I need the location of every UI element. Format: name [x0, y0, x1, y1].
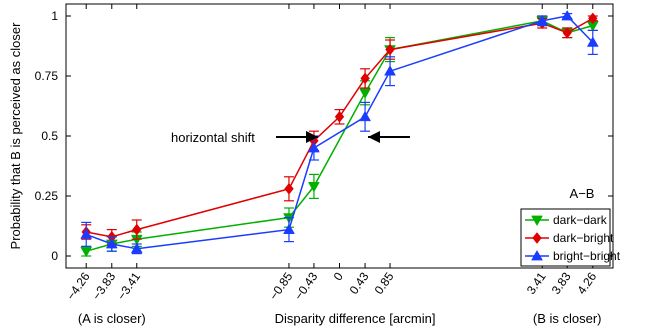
x-tick-label: 3.41	[524, 269, 549, 296]
y-tick-label: 0.75	[35, 69, 59, 83]
group-label: (B is closer)	[533, 311, 602, 326]
y-tick-label: 0	[51, 249, 58, 263]
x-tick-label: 3.83	[549, 269, 574, 296]
x-tick-label: −3.41	[114, 269, 143, 302]
legend-marker	[532, 232, 542, 244]
x-tick-label: −0.43	[292, 269, 321, 302]
data-point	[80, 246, 93, 258]
legend-marker	[531, 249, 543, 261]
data-point	[359, 110, 372, 122]
data-point	[536, 14, 549, 26]
group-label: (A is closer)	[78, 311, 146, 326]
y-tick-label: 0.5	[41, 129, 58, 143]
y-tick-label: 0.25	[35, 189, 59, 203]
data-point	[307, 182, 320, 193]
legend-label: dark−bright	[553, 231, 614, 245]
legend-marker	[531, 215, 543, 227]
data-point	[562, 26, 572, 39]
annotation: horizontal shift	[171, 130, 410, 145]
data-point	[307, 141, 320, 153]
legend-label: dark−dark	[553, 213, 608, 227]
annotation-text: horizontal shift	[171, 130, 255, 145]
series-line-2	[85, 15, 594, 250]
data-point	[334, 110, 345, 123]
data-point	[105, 237, 118, 249]
legend-label: bright−bright	[553, 249, 621, 263]
annotation-arrowhead-right	[368, 131, 380, 143]
data-point	[132, 223, 142, 236]
legend: A−B dark−dark dark−bright bright−bright	[520, 186, 621, 267]
data-point	[384, 65, 396, 76]
legend-title: A−B	[570, 186, 595, 201]
y-axis-label: Probability that B is perceived as close…	[8, 22, 23, 250]
x-tick-label: −0.85	[267, 269, 296, 302]
x-tick-label: 0.43	[347, 269, 372, 296]
series-line-0	[85, 20, 594, 252]
data-point	[360, 72, 370, 85]
x-axis-label: Disparity difference [arcmin]	[275, 311, 436, 326]
data-point	[359, 88, 372, 99]
data-point	[80, 228, 93, 239]
x-tick-label: 0.85	[372, 269, 397, 296]
data-point	[561, 9, 574, 21]
data-point	[586, 36, 599, 47]
data-point	[283, 223, 295, 234]
data-point	[284, 182, 294, 195]
series-2	[80, 9, 599, 255]
x-tick-label: 0	[331, 269, 346, 283]
x-tick-label: −3.83	[89, 269, 118, 302]
x-tick-label: −4.26	[64, 269, 93, 302]
data-point	[385, 43, 395, 56]
annotation-arrowhead-left	[306, 131, 318, 143]
data-point	[588, 12, 598, 25]
y-tick-label: 1	[51, 9, 58, 23]
data-point	[130, 242, 143, 254]
x-tick-label: 4.26	[574, 269, 599, 296]
